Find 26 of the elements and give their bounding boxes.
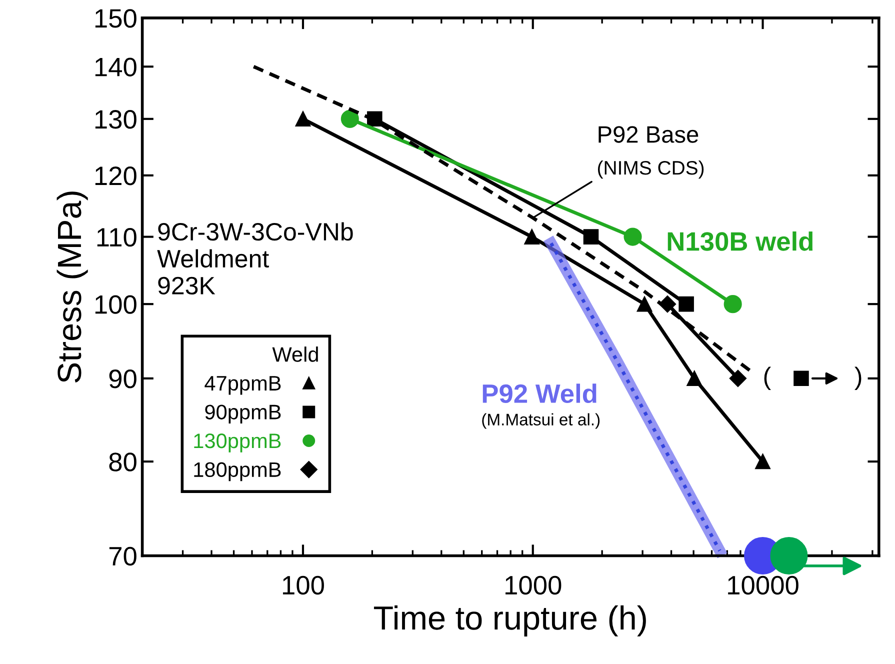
annotation: P92 Base [598,126,698,143]
legend-label: 47ppmB [204,376,281,395]
x-tick-label: 100 [282,576,324,595]
annotation: N130B weld [668,231,812,251]
y-tick-label: 70 [109,546,136,566]
annotation: ( ) [764,366,862,390]
y-tick-label: 80 [109,452,136,472]
series-label: P92 Weld [482,384,596,404]
y-tick-label: 150 [95,9,136,28]
annotation: 9Cr-3W-3Co-VNb Weldment 923K [157,222,353,295]
y-tick-label: 130 [95,110,136,129]
y-tick-label: 140 [95,58,136,76]
y-tick-label: 100 [95,295,136,314]
legend-label: 90ppmB [205,404,281,424]
legend-label: 130ppmB [194,433,281,452]
x-tick-label: 1000 [506,576,562,595]
y-tick-label: 90 [109,370,136,388]
y-tick-label: 120 [95,166,136,186]
x-tick-label: 10000 [728,576,798,595]
annotation: (NIMS CDS) [598,160,704,179]
x-axis-title: Time to rupture (h) [374,605,646,636]
legend-title: Weld [272,346,318,362]
annotation: (M.Matsui et al.) [482,413,600,429]
y-tick-label: 110 [97,228,136,247]
y-axis-title: Stress (MPa) [56,192,88,383]
legend-label: 180ppmB [194,462,281,482]
